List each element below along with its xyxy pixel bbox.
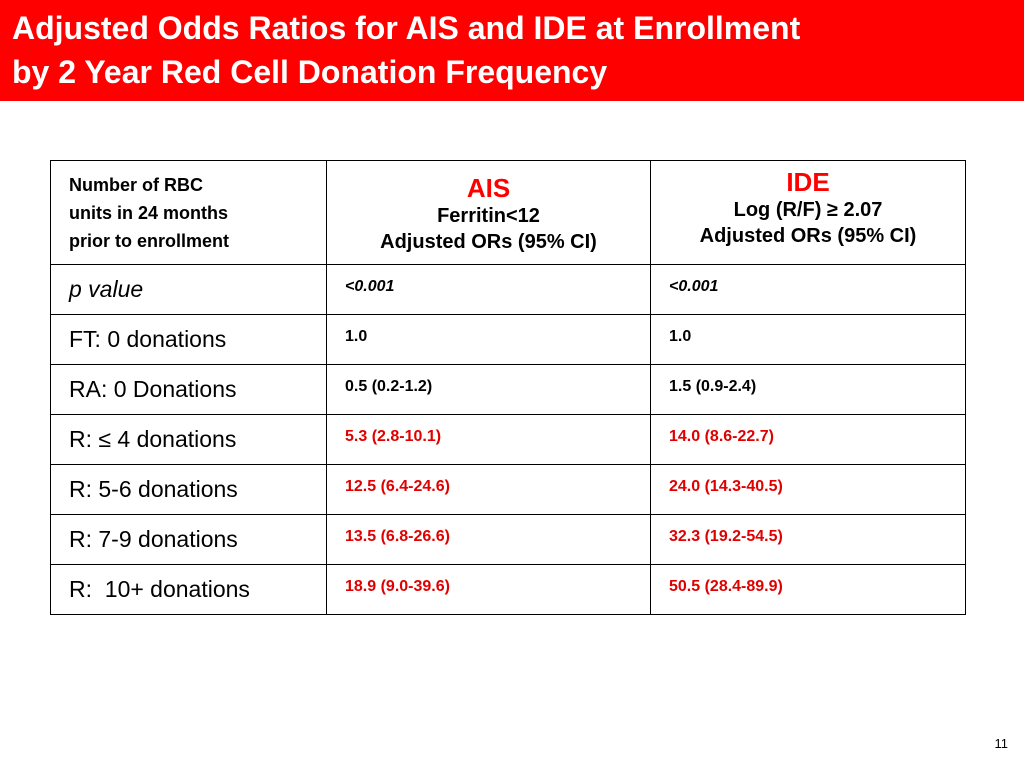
ais-value: 1.0	[326, 314, 651, 365]
title-bar: Adjusted Odds Ratios for AIS and IDE at …	[0, 0, 1024, 101]
slide-title-line-2: by 2 Year Red Cell Donation Frequency	[12, 54, 608, 90]
ide-value: 50.5 (28.4-89.9)	[650, 564, 966, 615]
ide-value: 32.3 (19.2-54.5)	[650, 514, 966, 565]
header-cell-ide: IDE Log (R/F) ≥ 2.07 Adjusted ORs (95% C…	[650, 160, 966, 265]
table-row: R: 5-6 donations 12.5 (6.4-24.6) 24.0 (1…	[50, 464, 966, 515]
slide-title-line-1: Adjusted Odds Ratios for AIS and IDE at …	[12, 10, 801, 46]
header-ide-criterion: Log (R/F) ≥ 2.07	[733, 199, 883, 221]
odds-ratio-table: Number of RBC units in 24 months prior t…	[50, 160, 966, 615]
ide-value: 1.5 (0.9-2.4)	[650, 364, 966, 415]
ais-value: 12.5 (6.4-24.6)	[326, 464, 651, 515]
ais-value: 13.5 (6.8-26.6)	[326, 514, 651, 565]
ais-value: 18.9 (9.0-39.6)	[326, 564, 651, 615]
ide-value: 24.0 (14.3-40.5)	[650, 464, 966, 515]
row-label: R: 7-9 donations	[50, 514, 327, 565]
ide-value: 14.0 (8.6-22.7)	[650, 414, 966, 465]
table-row: p value <0.001 <0.001	[50, 264, 966, 315]
row-label: FT: 0 donations	[50, 314, 327, 365]
row-label: R: 5-6 donations	[50, 464, 327, 515]
header-ais-criterion: Ferritin<12	[437, 205, 540, 227]
table-row: RA: 0 Donations 0.5 (0.2-1.2) 1.5 (0.9-2…	[50, 364, 966, 415]
header-rbc-line-2: units in 24 months	[69, 203, 229, 223]
header-ais-name: AIS	[466, 173, 511, 203]
row-label: R: ≤ 4 donations	[50, 414, 327, 465]
header-rbc-line-1: Number of RBC	[69, 175, 203, 195]
table-header-row: Number of RBC units in 24 months prior t…	[50, 160, 966, 265]
row-label: RA: 0 Donations	[50, 364, 327, 415]
ais-value: 0.5 (0.2-1.2)	[326, 364, 651, 415]
row-label: R: 10+ donations	[50, 564, 327, 615]
header-cell-ais: AIS Ferritin<12 Adjusted ORs (95% CI)	[326, 160, 651, 265]
page-number: 11	[994, 736, 1009, 751]
header-ais-measure: Adjusted ORs (95% CI)	[380, 231, 597, 253]
header-rbc-line-3: prior to enrollment	[69, 231, 230, 251]
ide-value: <0.001	[650, 264, 966, 315]
header-ide-measure: Adjusted ORs (95% CI)	[699, 225, 917, 247]
ide-value: 1.0	[650, 314, 966, 365]
header-ide-name: IDE	[786, 167, 830, 197]
table-row: R: 7-9 donations 13.5 (6.8-26.6) 32.3 (1…	[50, 514, 966, 565]
table-row: R: 10+ donations 18.9 (9.0-39.6) 50.5 (2…	[50, 564, 966, 615]
header-cell-rbc-units: Number of RBC units in 24 months prior t…	[50, 160, 327, 265]
row-label: p value	[50, 264, 327, 315]
table-row: FT: 0 donations 1.0 1.0	[50, 314, 966, 365]
table-row: R: ≤ 4 donations 5.3 (2.8-10.1) 14.0 (8.…	[50, 414, 966, 465]
ais-value: 5.3 (2.8-10.1)	[326, 414, 651, 465]
ais-value: <0.001	[326, 264, 651, 315]
